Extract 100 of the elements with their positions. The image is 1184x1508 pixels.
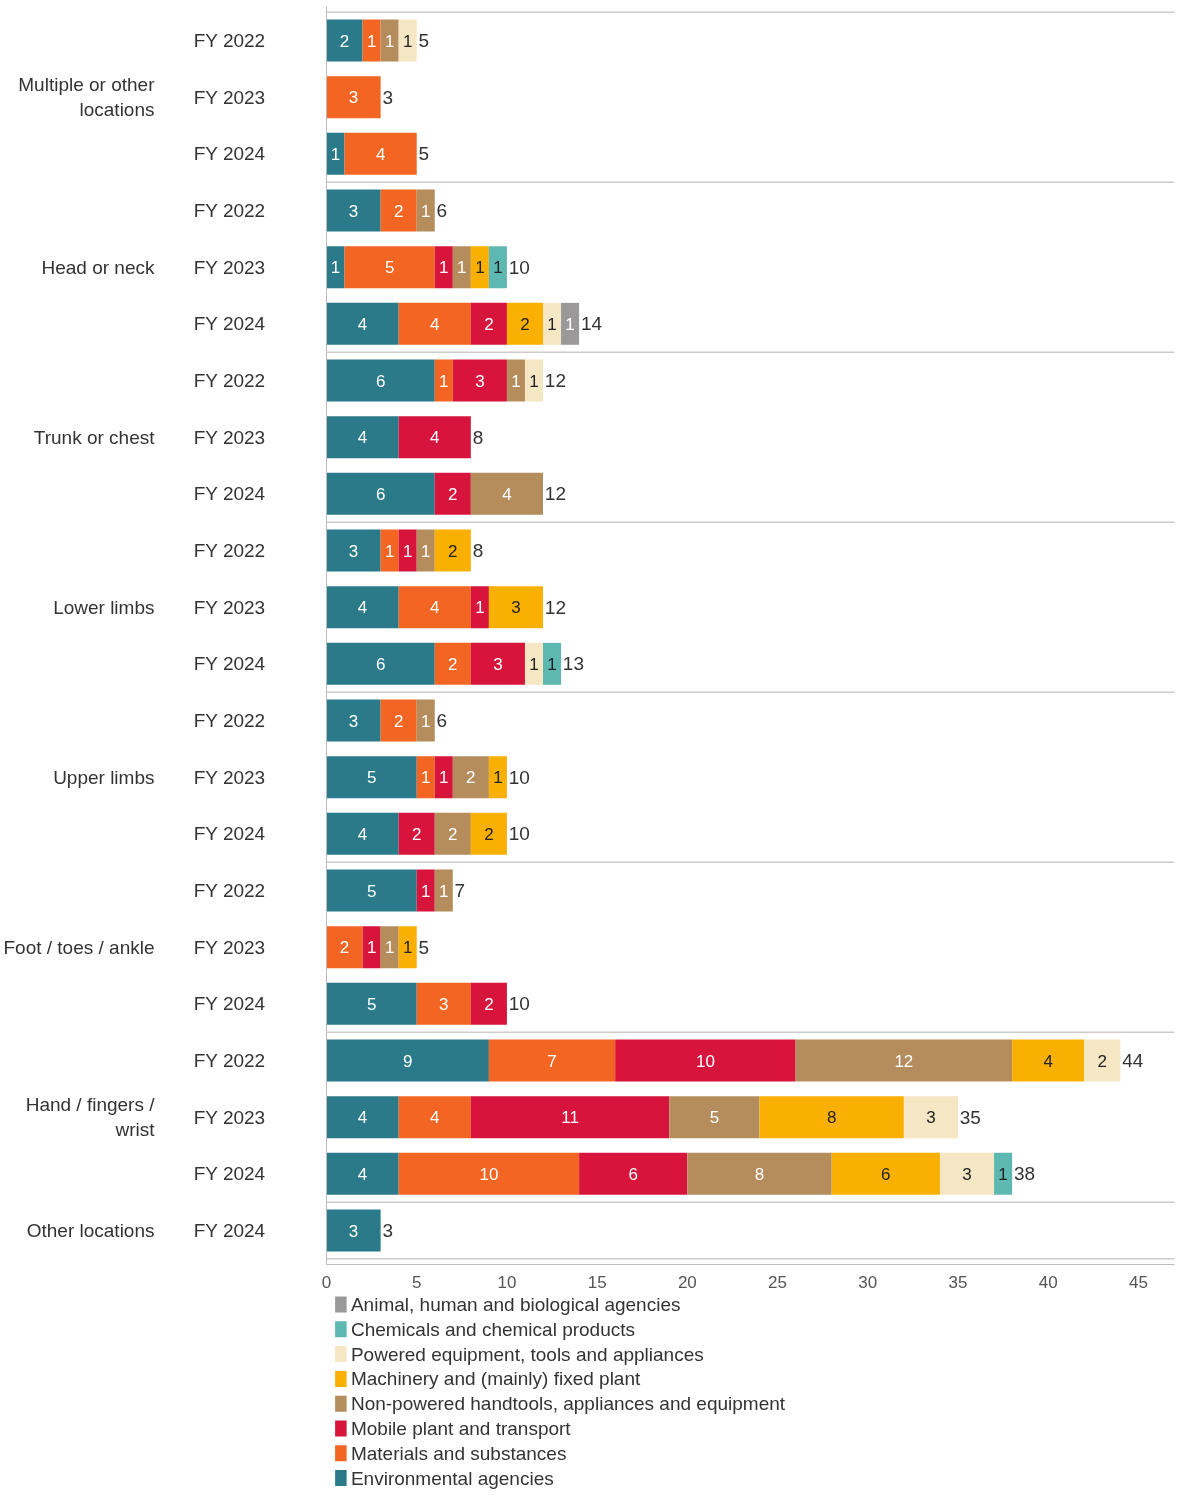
- total-label: 5: [418, 143, 430, 165]
- y-tick-label: FY 2024: [193, 993, 266, 1015]
- total-label: 12: [544, 370, 566, 391]
- bar: [326, 926, 363, 969]
- x-tick-label: 40: [1038, 1272, 1058, 1292]
- data-label: 1: [366, 31, 377, 51]
- data-label: 4: [357, 598, 368, 618]
- y-tick-label: FY 2024: [193, 1220, 266, 1241]
- bar: [1012, 1039, 1085, 1082]
- data-label: 1: [384, 938, 395, 958]
- data-label: 4: [357, 1108, 368, 1128]
- data-label: 3: [475, 371, 485, 391]
- total-label: 14: [580, 313, 603, 335]
- bar: [398, 302, 471, 345]
- data-label: 1: [330, 258, 341, 278]
- total-label: 38: [1013, 1163, 1036, 1185]
- data-label: 4: [430, 1108, 440, 1128]
- data-label: 1: [475, 258, 485, 278]
- bar: [488, 756, 507, 799]
- data-label: 1: [439, 881, 449, 901]
- data-label: 1: [493, 768, 503, 788]
- data-label: 4: [357, 428, 368, 448]
- bar: [1084, 1039, 1121, 1082]
- legend-label: Chemicals and chemical products: [350, 1318, 636, 1340]
- legend-label: Animal, human and biological agencies: [350, 1294, 681, 1315]
- data-label: 2: [393, 711, 404, 731]
- bar: [344, 246, 435, 289]
- bar: [488, 1039, 616, 1082]
- bar: [434, 756, 453, 799]
- bar: [452, 756, 489, 799]
- y-tick-label: FY 2023: [193, 1106, 266, 1128]
- bar: [380, 529, 399, 572]
- data-label: 1: [457, 258, 467, 278]
- bar: [470, 982, 507, 1025]
- x-tick-label: 20: [677, 1272, 697, 1292]
- bar: [939, 1152, 995, 1195]
- data-label: 1: [421, 541, 431, 561]
- data-label: 5: [709, 1108, 720, 1128]
- bar: [506, 359, 525, 402]
- bar: [434, 246, 453, 289]
- data-label: 9: [402, 1051, 413, 1071]
- bar: [470, 812, 507, 855]
- bar: [398, 586, 471, 629]
- data-label: 1: [421, 201, 431, 221]
- data-label: 1: [384, 541, 395, 561]
- data-label: 1: [330, 144, 341, 164]
- bar: [615, 1039, 796, 1082]
- bar: [398, 529, 417, 572]
- data-label: 1: [529, 371, 539, 391]
- bar: [362, 926, 381, 969]
- data-label: 4: [357, 1164, 368, 1184]
- total-label: 6: [436, 710, 448, 731]
- bar: [326, 302, 399, 345]
- bar: [470, 302, 507, 345]
- data-label: 1: [384, 31, 395, 51]
- bar: [759, 1096, 904, 1139]
- data-label: 8: [754, 1164, 765, 1184]
- data-label: 12: [894, 1051, 914, 1071]
- y-tick-label: FY 2022: [193, 880, 266, 901]
- total-label: 10: [508, 256, 530, 278]
- y-tick-label: FY 2022: [193, 1050, 266, 1071]
- bar: [903, 1096, 958, 1139]
- x-tick-label: 25: [768, 1272, 788, 1292]
- data-label: 1: [547, 314, 557, 334]
- data-label: 2: [448, 824, 458, 844]
- total-label: 3: [382, 1220, 394, 1241]
- data-label: 4: [502, 484, 512, 504]
- bar: [326, 1096, 399, 1139]
- y-tick-label: FY 2023: [193, 426, 266, 448]
- legend-label: Machinery and (mainly) fixed plant: [350, 1368, 642, 1390]
- bar: [326, 642, 435, 685]
- bar: [326, 529, 381, 572]
- bar: [326, 472, 435, 515]
- data-label: 5: [366, 994, 377, 1014]
- data-label: 2: [466, 768, 476, 788]
- bar: [380, 19, 399, 62]
- bar: [579, 1152, 688, 1195]
- data-label: 3: [926, 1108, 936, 1128]
- bar: [470, 472, 544, 515]
- bar: [326, 1209, 381, 1252]
- total-label: 12: [544, 483, 566, 505]
- total-label: 12: [544, 596, 566, 618]
- bar: [452, 359, 507, 402]
- bar: [380, 189, 417, 232]
- bar: [470, 1096, 670, 1139]
- data-label: 10: [479, 1164, 499, 1184]
- bar: [326, 246, 345, 289]
- y-tick-label: FY 2022: [193, 30, 266, 51]
- data-label: 2: [520, 314, 530, 334]
- bar: [470, 642, 525, 685]
- bar: [524, 359, 544, 402]
- bar: [326, 132, 345, 175]
- data-label: 5: [384, 258, 395, 278]
- y-tick-label: FY 2024: [193, 1163, 266, 1185]
- data-label: 2: [448, 541, 458, 561]
- y-tick-label: FY 2022: [193, 540, 266, 561]
- data-label: 1: [366, 938, 377, 958]
- x-tick-label: 30: [858, 1272, 878, 1292]
- bar: [524, 642, 544, 685]
- bar: [326, 1039, 489, 1082]
